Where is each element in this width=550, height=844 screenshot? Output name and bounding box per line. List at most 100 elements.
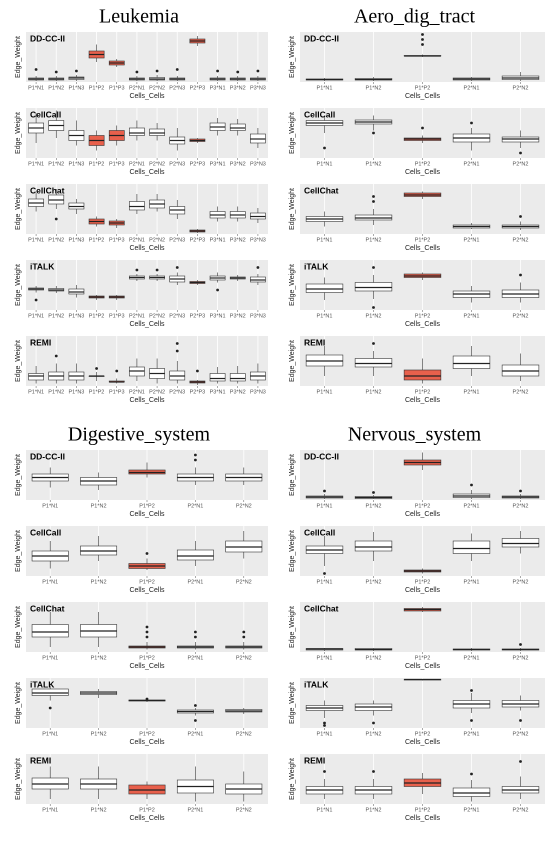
box [354, 540, 393, 552]
panel-title: Digestive_system [68, 424, 211, 446]
outlier [519, 215, 522, 218]
outlier [256, 69, 260, 73]
x-tick-label: P1*N1 [317, 237, 333, 243]
outlier [323, 489, 326, 493]
x-tick-label: P2*N1 [464, 85, 480, 91]
outlier [194, 704, 197, 707]
box [452, 355, 491, 369]
x-axis-label: Cells_Cells [129, 93, 165, 100]
x-tick-label: P2*N2 [236, 731, 252, 737]
box [149, 128, 165, 136]
x-tick-label: P3*N1 [210, 237, 226, 243]
subplot-title: CellChat [304, 185, 339, 195]
x-tick-label: P2*N1 [464, 655, 480, 661]
x-tick-label: P1*P3 [109, 85, 125, 91]
x-tick-label: P3*N3 [250, 237, 266, 243]
x-tick-label: P2*N2 [513, 731, 529, 737]
y-axis-label: Edge_Weight [15, 454, 22, 496]
plot-background [26, 260, 268, 310]
x-tick-label: P2*N1 [464, 237, 480, 243]
x-tick-label: P2*N1 [464, 389, 480, 395]
y-axis-label: Edge_Weight [289, 188, 296, 230]
x-tick-label: P1*N2 [91, 731, 107, 737]
x-tick-label: P1*P2 [139, 503, 155, 509]
x-axis-label: Cells_Cells [129, 663, 165, 670]
x-tick-label: P1*N2 [48, 161, 64, 167]
x-tick-label: P1*P2 [89, 389, 105, 395]
x-tick-label: P2*N2 [236, 579, 252, 585]
subplot-title: DD-CC-II [304, 451, 339, 461]
x-axis-label: Cells_Cells [129, 169, 165, 176]
x-axis-label: Cells_Cells [405, 169, 441, 176]
x-tick-label: P2*N1 [129, 161, 145, 167]
x-tick-label: P1*P2 [415, 161, 431, 167]
subplot-title: DD-CC-II [30, 33, 65, 43]
x-tick-label: P1*N2 [91, 503, 107, 509]
outlier [323, 770, 326, 773]
outlier [34, 298, 38, 302]
x-tick-label: P2*N1 [464, 731, 480, 737]
y-axis-label: Edge_Weight [15, 606, 22, 648]
outlier [115, 369, 119, 373]
x-tick-label: P1*P3 [109, 161, 125, 167]
x-tick-label: P1*P2 [415, 731, 431, 737]
x-tick-label: P2*N3 [169, 237, 185, 243]
x-tick-label: P2*N1 [464, 503, 480, 509]
x-tick-label: P1*N3 [68, 237, 84, 243]
x-tick-label: P1*N2 [91, 807, 107, 813]
outlier [372, 491, 375, 494]
subplot-title: REMI [30, 755, 51, 765]
x-tick-label: P3*N3 [250, 313, 266, 319]
x-tick-label: P1*N1 [317, 85, 333, 91]
x-tick-label: P2*N2 [513, 85, 529, 91]
x-tick-label: P1*N1 [317, 161, 333, 167]
outlier [194, 630, 197, 634]
x-tick-label: P1*N1 [317, 731, 333, 737]
outlier [95, 367, 98, 370]
x-tick-label: P1*P3 [109, 389, 125, 395]
x-tick-label: P2*N2 [513, 313, 529, 319]
outlier [175, 342, 179, 345]
x-tick-label: P1*P2 [139, 731, 155, 737]
box [452, 787, 491, 797]
x-tick-label: P1*N1 [317, 389, 333, 395]
outlier [145, 552, 149, 555]
x-tick-label: P1*N2 [48, 389, 64, 395]
outlier [372, 195, 375, 198]
outlier [216, 69, 219, 73]
x-tick-label: P2*N1 [187, 503, 203, 509]
outlier [519, 643, 522, 646]
x-tick-label: P3*N2 [230, 389, 246, 395]
y-axis-label: Edge_Weight [289, 454, 296, 496]
outlier [470, 483, 473, 487]
x-tick-label: P1*N1 [317, 655, 333, 661]
outlier [470, 689, 473, 692]
x-axis-label: Cells_Cells [405, 663, 441, 670]
box [229, 123, 246, 131]
y-axis-label: Edge_Weight [289, 264, 296, 306]
box [31, 624, 69, 638]
outlier [421, 33, 424, 36]
outlier [145, 697, 149, 701]
outlier [242, 635, 246, 639]
box [354, 282, 393, 292]
x-tick-label: P1*P2 [415, 579, 431, 585]
outlier [372, 306, 375, 309]
x-tick-label: P1*P2 [89, 313, 105, 319]
outlier [54, 217, 58, 221]
outlier [372, 200, 375, 203]
subplot-title: CellCall [304, 109, 335, 119]
x-tick-label: P2*N2 [236, 807, 252, 813]
x-tick-label: P1*N1 [28, 313, 44, 319]
y-axis-label: Edge_Weight [289, 758, 296, 800]
x-tick-label: P3*N1 [210, 85, 226, 91]
outlier [519, 273, 522, 277]
y-axis-label: Edge_Weight [15, 188, 22, 230]
outlier [519, 151, 522, 155]
x-tick-label: P2*N3 [169, 313, 185, 319]
subplot-title: REMI [30, 337, 51, 347]
x-tick-label: P1*N1 [317, 503, 333, 509]
outlier [194, 453, 197, 457]
x-tick-label: P1*N2 [366, 807, 382, 813]
outlier [216, 288, 219, 292]
